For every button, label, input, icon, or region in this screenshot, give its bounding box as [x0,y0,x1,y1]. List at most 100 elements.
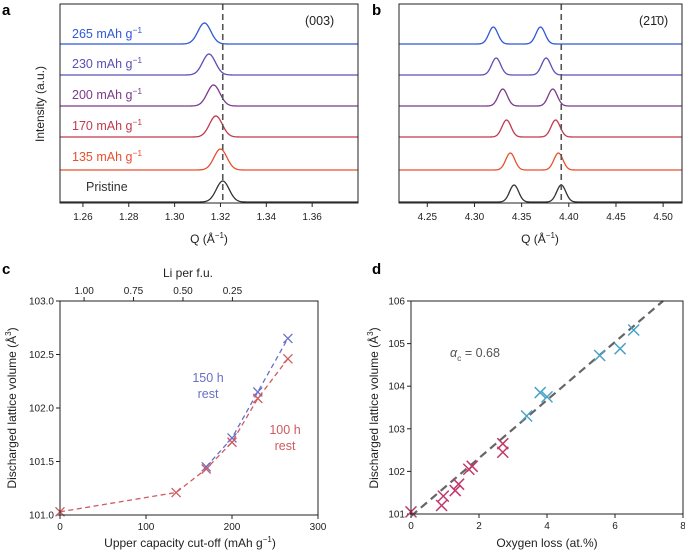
panel-a-frame [59,3,359,204]
panel-c-label-100h: 100 h [269,423,300,437]
panel-d-y-tick-label: 104 [388,382,405,393]
panel-b-x-tick-label: 4.50 [653,212,673,223]
panel-d-x-tick-label: 6 [612,521,618,532]
panel-c-y-tick-label: 101.5 [29,457,54,468]
panel-a-curve-4 [60,148,358,171]
panel-c-label-100h-rest: rest [275,439,296,453]
panel-c-top-tick-label: 0.75 [124,286,144,297]
panel-b-x-ticks: 4.25 4.30 4.35 4.40 4.45 4.50 [418,203,673,223]
panel-c-ticks: 0 100 200 300 101.0 101.5 102.0 102.5 103.0 [29,297,327,534]
panel-a-curve-3 [60,115,358,138]
panel-b-curve-4 [399,152,682,171]
panel-b-x-tick-label: 4.30 [465,212,485,223]
panel-c-label-150h: 150 h [192,371,223,385]
panel-c-y-tick-label: 102.5 [29,350,54,361]
panel-d-markers [404,323,640,518]
panel-c-marker [227,437,237,448]
panel-a-x-tick-label: 1.34 [257,212,277,223]
panel-b-curve-3 [399,119,682,138]
panel-a-reflection-label: (003) [305,14,334,28]
panel-a-x-tick-label: 1.26 [73,212,93,223]
panel-a-x-axis-label: Q (Å−1) [190,231,228,246]
panel-d-marker [435,499,448,512]
panel-label-d: d [372,261,381,278]
panel-d-ticks: 0 2 4 6 8 101 102 103 104 105 106 [388,297,685,533]
panel-c-marker [282,333,293,344]
panel-d-marker [593,349,606,362]
panel-b-curve-1 [399,57,682,76]
panel-c-x-axis-label: Upper capacity cut-off (mAh g−1) [104,535,276,550]
panel-c-marker [282,353,293,364]
panel-c-top-tick-label: 0.50 [173,286,193,297]
panel-c-marker [201,461,212,472]
panel-a-legend-265: 265 mAh g−1 [72,25,142,41]
panel-d-marker [449,484,462,497]
panel-d-x-axis-label: Oxygen loss (at.%) [496,536,597,550]
panel-label-a: a [2,2,11,19]
panel-d-y-tick-label: 105 [388,339,405,350]
panel-b-x-tick-label: 4.35 [512,212,532,223]
panel-a-x-tick-label: 1.28 [119,212,139,223]
panel-label-c: c [2,261,10,278]
panel-d-marker [520,409,533,423]
panel-c-top-tick-label: 1.00 [74,286,94,297]
panel-c-top-ticks: 1.00 0.75 0.50 0.25 [74,286,243,301]
panel-d-frame [410,300,684,515]
panel-label-b: b [372,2,381,19]
panel-d-x-tick-label: 4 [544,521,550,532]
panel-a-legend-135: 135 mAh g−1 [72,148,142,164]
panel-a-curve-0 [60,22,358,45]
panel-a-x-tick-label: 1.32 [211,212,231,223]
panel-d-marker [466,460,479,473]
panel-d-x-tick-label: 8 [680,521,685,532]
panel-c-x-tick-label: 0 [57,522,63,533]
panel-c-x-tick-label: 100 [138,522,155,533]
panel-c-top-tick-label: 0.25 [223,286,243,297]
panel-a-legend-230: 230 mAh g−1 [72,55,142,71]
panel-c-marker [227,433,237,443]
panel-d-y-axis-label: Discharged lattice volume (Å3) [366,327,381,488]
panel-b-curve-0 [399,26,682,45]
panel-b-x-tick-label: 4.45 [606,212,626,223]
panel-c-y-tick-label: 101.0 [29,511,54,522]
panel-b: b 4.25 4.30 4.35 4.40 4.45 4.50 (21̄0) Q (Å−1… [372,2,683,246]
panel-a-curve-2 [60,84,358,107]
panel-c-y-axis-label: Discharged lattice volume (Å3) [4,327,19,488]
panel-a-curve-5 [60,180,358,203]
panel-d-y-tick-label: 103 [388,424,405,435]
panel-b-x-axis-label: Q (Å−1) [521,231,559,246]
panel-d-y-tick-label: 106 [388,297,405,308]
panel-c-top-axis-label: Li per f.u. [163,266,213,280]
panel-d-marker [496,437,509,450]
panel-a-y-axis-label: Intensity (a.u.) [33,66,47,142]
panel-a-x-tick-label: 1.30 [165,212,185,223]
panel-d-alpha-annotation: αc = 0.68 [450,346,500,363]
panel-a-legend-pristine: Pristine [86,180,128,194]
panel-d-y-tick-label: 101 [388,510,405,521]
panel-d-x-tick-label: 2 [476,521,482,532]
panel-c-frame [59,300,319,516]
panel-d-marker [496,446,509,459]
panel-a-x-tick-label: 1.36 [302,212,322,223]
panel-c-markers [55,333,293,517]
panel-d-marker [452,478,465,491]
panel-d-fit-line [410,300,664,517]
panel-d-marker [614,342,627,355]
panel-a-curve-1 [60,53,358,76]
panel-a: a 1.26 1.28 1.30 1.32 1.34 1.36 265 mAh g−1 2… [2,2,359,246]
panel-d-marker [534,386,547,399]
panel-c-100h-dashed-curve [59,358,289,513]
panel-b-curve-2 [399,88,682,107]
panel-d-marker [437,490,450,503]
panel-c-marker [171,487,182,498]
panel-a-x-ticks: 1.26 1.28 1.30 1.32 1.34 1.36 [73,203,322,223]
panel-a-legend-200: 200 mAh g−1 [72,86,142,102]
panel-c-marker [201,464,212,474]
panel-d-marker [540,390,554,403]
panel-b-x-tick-label: 4.40 [559,212,579,223]
panel-d-marker [627,323,640,336]
panel-c-150h-dashed-curve [205,338,289,468]
panel-b-x-tick-label: 4.25 [418,212,438,223]
panel-d-y-tick-label: 102 [388,467,405,478]
panel-a-legend-170: 170 mAh g−1 [72,117,142,133]
